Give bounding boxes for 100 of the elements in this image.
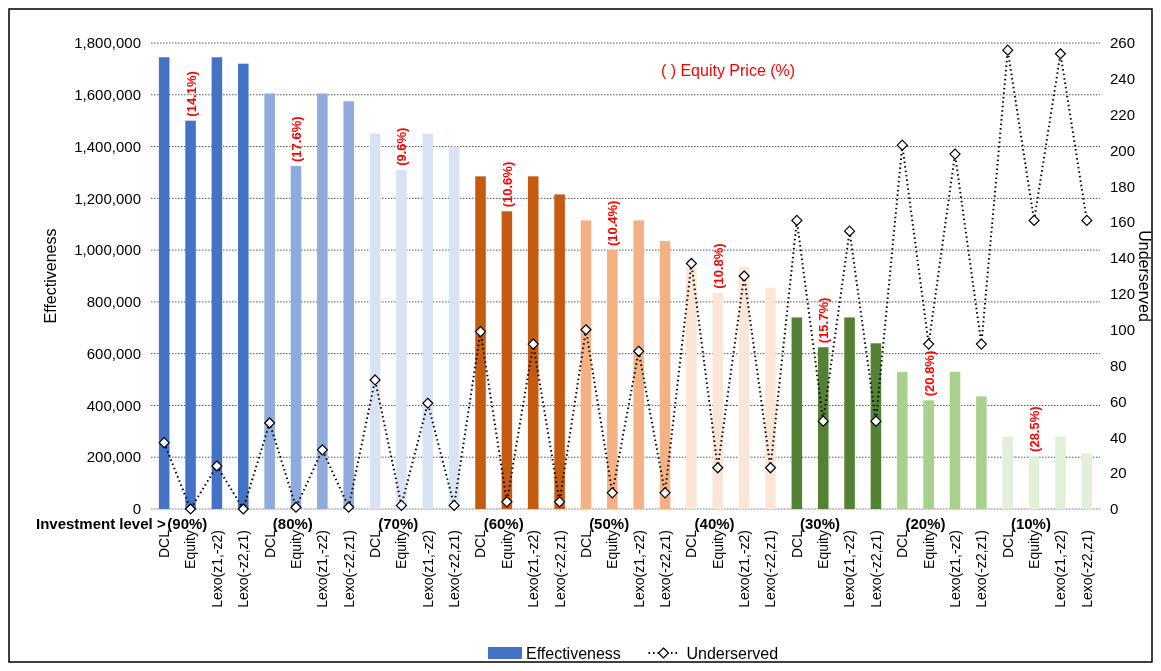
x-tick-label: Equity — [393, 530, 410, 569]
x-tick-label: Lexo(-z2,z1) — [340, 530, 357, 608]
x-tick-label: Equity — [1026, 530, 1042, 569]
point — [738, 270, 750, 282]
annotation: (10.4%) — [605, 200, 621, 247]
bar — [870, 343, 882, 509]
point — [896, 139, 908, 151]
bar — [264, 93, 275, 509]
text: (50%) — [589, 515, 630, 532]
x-tick-label: Lexo(z1,-z2) — [841, 530, 858, 608]
bar — [554, 194, 565, 509]
bar — [290, 165, 302, 509]
y-tick-label: 200,000 — [86, 448, 141, 466]
point — [580, 324, 592, 336]
point — [448, 499, 460, 512]
y2-tick-label: 0 — [1110, 500, 1119, 518]
bar — [211, 57, 223, 509]
y2-tick-label: 220 — [1110, 105, 1136, 123]
y2-tick-label: 40 — [1110, 428, 1127, 446]
x-tick-label: Lexo(-z2,z1) — [973, 530, 990, 608]
bar — [659, 241, 671, 509]
text: (10%) — [1010, 515, 1051, 532]
point — [843, 225, 856, 237]
text: (60%) — [483, 515, 524, 532]
y-tick-label: 800,000 — [86, 293, 141, 311]
point — [264, 417, 276, 429]
bar — [185, 120, 196, 509]
bar — [237, 63, 249, 509]
point — [158, 437, 170, 449]
bar — [607, 250, 618, 509]
bar — [791, 317, 803, 509]
legend-label: Effectiveness — [526, 644, 621, 662]
x-tick-label: Lexo(z1,-z2) — [314, 530, 331, 608]
point — [211, 460, 223, 472]
bar — [897, 371, 908, 509]
y-tick-label: 1,600,000 — [74, 86, 141, 104]
bar — [369, 133, 381, 509]
annotation: (9.6%) — [394, 127, 410, 166]
x-tick-label: Lexo(-z2,z1) — [235, 530, 252, 608]
point — [1002, 44, 1014, 56]
annotation: (10.6%) — [499, 161, 515, 208]
point — [659, 487, 671, 499]
y2-tick-label: 180 — [1110, 177, 1136, 195]
point — [817, 415, 829, 427]
annotation: (20.8%) — [921, 350, 937, 397]
y2-tick-label: 80 — [1110, 356, 1127, 374]
text: (30%) — [800, 515, 841, 532]
point — [369, 374, 381, 386]
point — [764, 462, 777, 474]
y2-tick-label: 160 — [1110, 213, 1136, 231]
bar — [448, 146, 460, 509]
annotation: (17.6%) — [288, 116, 304, 162]
bar — [633, 220, 644, 509]
x-tick-label: Lexo(-z2,z1) — [551, 530, 568, 608]
annotation: (10.8%) — [710, 243, 726, 289]
x-tick-label: Lexo(z1,-z2) — [630, 530, 647, 608]
bar — [738, 266, 750, 509]
x-tick-label: Lexo(-z2,z1) — [656, 530, 673, 608]
x-tick-label: Equity — [182, 530, 199, 569]
point — [633, 345, 645, 357]
x-tick-label: Equity — [709, 530, 726, 569]
x-tick-label: Equity — [287, 530, 304, 569]
annotation: ( ) Equity Price (%) — [660, 62, 796, 79]
x-tick-label: Lexo(-z2,z1) — [867, 530, 884, 608]
point — [606, 487, 618, 499]
y2-tick-label: 200 — [1110, 141, 1136, 159]
bar — [501, 211, 513, 509]
bar — [686, 266, 697, 509]
bar — [923, 400, 934, 509]
point — [923, 338, 935, 350]
point — [527, 338, 539, 350]
point — [1028, 214, 1040, 227]
bar — [580, 220, 592, 509]
x-tick-label: Lexo(z1,-z2) — [1052, 530, 1069, 608]
bar — [976, 396, 987, 509]
y-tick-label: 1,800,000 — [74, 34, 141, 52]
annotation: (15.7%) — [816, 297, 832, 344]
x-tick-label: Lexo(z1,-z2) — [525, 530, 542, 608]
y-tick-label: 0 — [132, 500, 141, 518]
point — [501, 496, 513, 508]
bar — [158, 57, 170, 509]
point — [870, 415, 882, 427]
y-tick-label: 1,000,000 — [74, 241, 141, 259]
x-tick-label: Equity — [920, 530, 937, 569]
bar — [1081, 453, 1093, 509]
point — [290, 501, 302, 513]
x-tick-label: Equity — [815, 530, 832, 569]
y2-tick-label: 260 — [1110, 34, 1136, 52]
annotation: (14.1%) — [183, 71, 199, 117]
y2-axis-title: Underserved — [1136, 230, 1154, 322]
x-tick-label: Lexo(z1,-z2) — [419, 530, 436, 608]
point — [554, 496, 566, 508]
y2-tick-label: 100 — [1110, 321, 1136, 339]
x-tick-label: Lexo(-z2,z1) — [446, 530, 463, 608]
bar — [396, 169, 407, 509]
bar — [844, 317, 855, 509]
y2-tick-label: 120 — [1110, 285, 1136, 303]
point — [791, 214, 803, 227]
point — [316, 444, 328, 456]
point — [184, 503, 197, 515]
